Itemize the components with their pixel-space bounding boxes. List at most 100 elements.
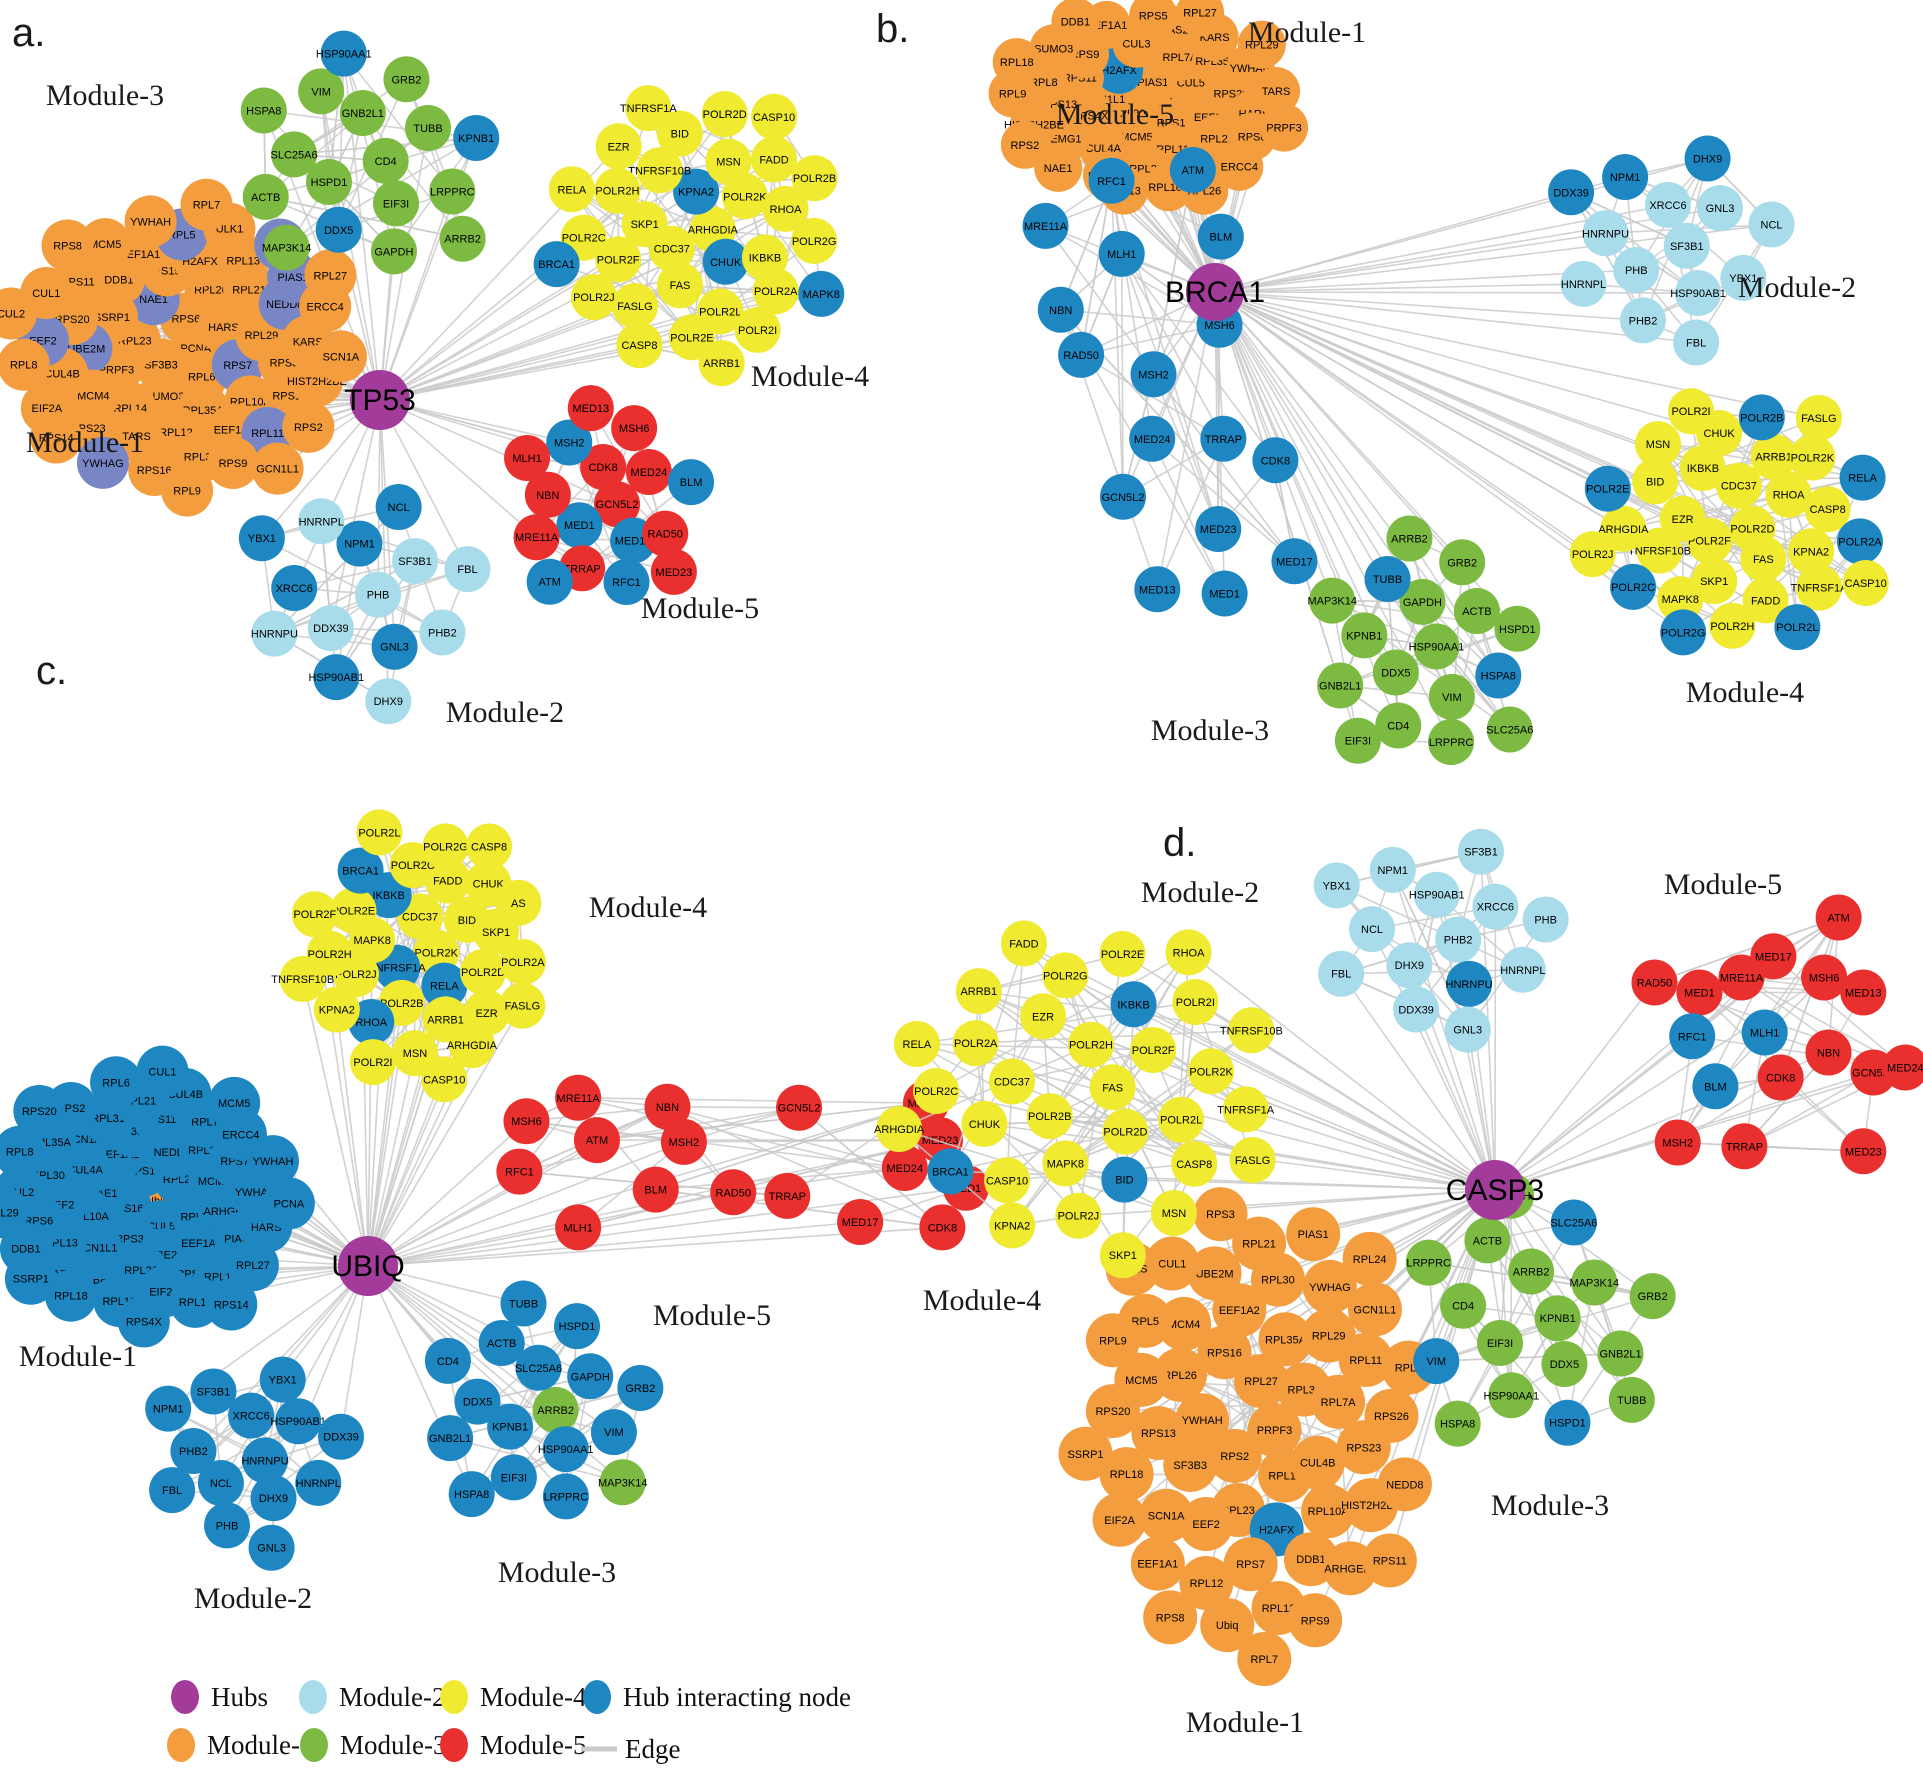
node-label: DHX9 bbox=[374, 696, 403, 708]
node-RHOA bbox=[1165, 929, 1212, 976]
node-RFC1 bbox=[1669, 1013, 1716, 1060]
node-label: SSRP1 bbox=[13, 1274, 49, 1286]
node-ARRB2 bbox=[1386, 515, 1433, 562]
node-HSP90AA1 bbox=[1413, 623, 1460, 670]
node-label: HSPD1 bbox=[1499, 624, 1536, 636]
node-label: SF3B3 bbox=[144, 359, 178, 371]
node-GNL3 bbox=[248, 1524, 295, 1571]
node-GNB2L1 bbox=[427, 1415, 474, 1462]
hub-edge bbox=[379, 399, 570, 444]
hub-edge bbox=[1214, 291, 1820, 419]
node-label: CDK8 bbox=[588, 462, 617, 474]
node-label: LRPPRC bbox=[1406, 1258, 1451, 1270]
node-CHUK bbox=[702, 238, 749, 285]
node-RPL11 bbox=[1338, 1333, 1393, 1388]
node-FAS bbox=[657, 262, 704, 309]
node-label: TRRAP bbox=[1726, 1141, 1763, 1153]
node-label: NBN bbox=[1049, 305, 1072, 317]
edge bbox=[1392, 869, 1469, 1030]
node-POLR2G bbox=[422, 823, 469, 870]
node-BRCA1 bbox=[927, 1148, 974, 1195]
node-label: RPL30 bbox=[1261, 1275, 1295, 1287]
module-label-a-m3: Module-3 bbox=[46, 79, 164, 112]
node-label: DHX9 bbox=[259, 1493, 288, 1505]
node-label: POLR2B bbox=[1028, 1111, 1071, 1123]
node-CD4 bbox=[1440, 1282, 1487, 1329]
node-MED24 bbox=[625, 449, 672, 496]
node-RPS9 bbox=[1288, 1593, 1343, 1648]
node-label: ARRB1 bbox=[960, 986, 997, 998]
node-label: NPM1 bbox=[344, 539, 375, 551]
node-label: BID bbox=[671, 128, 689, 140]
edge bbox=[274, 560, 416, 635]
node-label: GNL3 bbox=[380, 642, 409, 654]
node-label: RPL29 bbox=[0, 1207, 19, 1219]
node-RPS2 bbox=[282, 400, 335, 453]
node-ARRB2 bbox=[532, 1386, 579, 1433]
hub-edge bbox=[367, 1139, 598, 1267]
node-LRPPRC bbox=[1428, 719, 1475, 766]
node-label: SF3B1 bbox=[398, 556, 432, 568]
edge bbox=[261, 537, 443, 634]
node-HNRNPL bbox=[1499, 946, 1546, 993]
node-label: DDX5 bbox=[463, 1397, 492, 1409]
node-label: RPL27 bbox=[314, 270, 348, 282]
node-HSPD1 bbox=[554, 1303, 601, 1350]
node-label: HSP90AB1 bbox=[1409, 890, 1465, 902]
node-HSP90AB1 bbox=[313, 654, 360, 701]
node-TUBB bbox=[405, 105, 452, 152]
node-VIM bbox=[298, 68, 345, 115]
node-MSN bbox=[1635, 421, 1682, 468]
node-label: HNRNPL bbox=[299, 516, 344, 528]
edge bbox=[1151, 438, 1295, 562]
node-label: BID bbox=[458, 915, 476, 927]
node-label: KPNB1 bbox=[1540, 1313, 1576, 1325]
node-label: MLH1 bbox=[1107, 249, 1136, 261]
node-label: FADD bbox=[759, 154, 788, 166]
node-label: RPL18 bbox=[1000, 57, 1034, 69]
node-POLR2G bbox=[791, 217, 838, 264]
node-RPS2 bbox=[1000, 120, 1049, 169]
node-label: POLR2E bbox=[1101, 949, 1144, 961]
node-label: MED13 bbox=[1845, 988, 1882, 1000]
node-RAD50 bbox=[710, 1169, 757, 1216]
node-label: ERCC4 bbox=[222, 1129, 259, 1141]
hub-edge bbox=[1494, 1035, 1693, 1191]
node-MRE11A bbox=[1718, 954, 1765, 1001]
node-label: FBL bbox=[1686, 338, 1706, 350]
node-label: MSN bbox=[1646, 439, 1671, 451]
node-ATM bbox=[573, 1117, 620, 1164]
node-FASLG bbox=[1795, 394, 1842, 441]
node-FBL bbox=[444, 546, 491, 593]
node-label: CDK8 bbox=[1766, 1073, 1795, 1085]
node-label: GAPDH bbox=[374, 246, 413, 258]
node-MAP3K14 bbox=[599, 1459, 646, 1506]
node-RPL27 bbox=[1234, 1354, 1289, 1409]
node-YBX1 bbox=[1720, 254, 1767, 301]
node-label: POLR2A bbox=[754, 286, 798, 298]
node-label: ARRB1 bbox=[427, 1014, 464, 1026]
node-label: RPL29 bbox=[245, 330, 279, 342]
node-FBL bbox=[1673, 319, 1720, 366]
node-label: PHB bbox=[216, 1520, 239, 1532]
legend-label: Module-5 bbox=[480, 1730, 586, 1760]
node-label: POLR2J bbox=[335, 969, 377, 981]
hub-edge bbox=[367, 940, 373, 1267]
node-label: RPS2 bbox=[294, 422, 323, 434]
node-label: MED24 bbox=[631, 467, 668, 479]
hub-edge bbox=[379, 263, 558, 401]
node-SF3B1 bbox=[190, 1368, 237, 1415]
hub-edge bbox=[1214, 291, 1697, 344]
node-label: EEF2 bbox=[1192, 1519, 1220, 1531]
node-NPM1 bbox=[145, 1385, 192, 1432]
node-GCN5L2 bbox=[776, 1084, 823, 1131]
node-label: RPL5 bbox=[1132, 1316, 1160, 1328]
node-label: XRCC6 bbox=[1649, 200, 1686, 212]
node-TUBB bbox=[500, 1280, 547, 1327]
node-MSN bbox=[705, 138, 752, 185]
node-label: MED17 bbox=[1755, 951, 1792, 963]
node-label: POLR2D bbox=[1730, 524, 1774, 536]
node-label: GAPDH bbox=[571, 1371, 610, 1383]
node-label: RPS4X bbox=[126, 1316, 163, 1328]
